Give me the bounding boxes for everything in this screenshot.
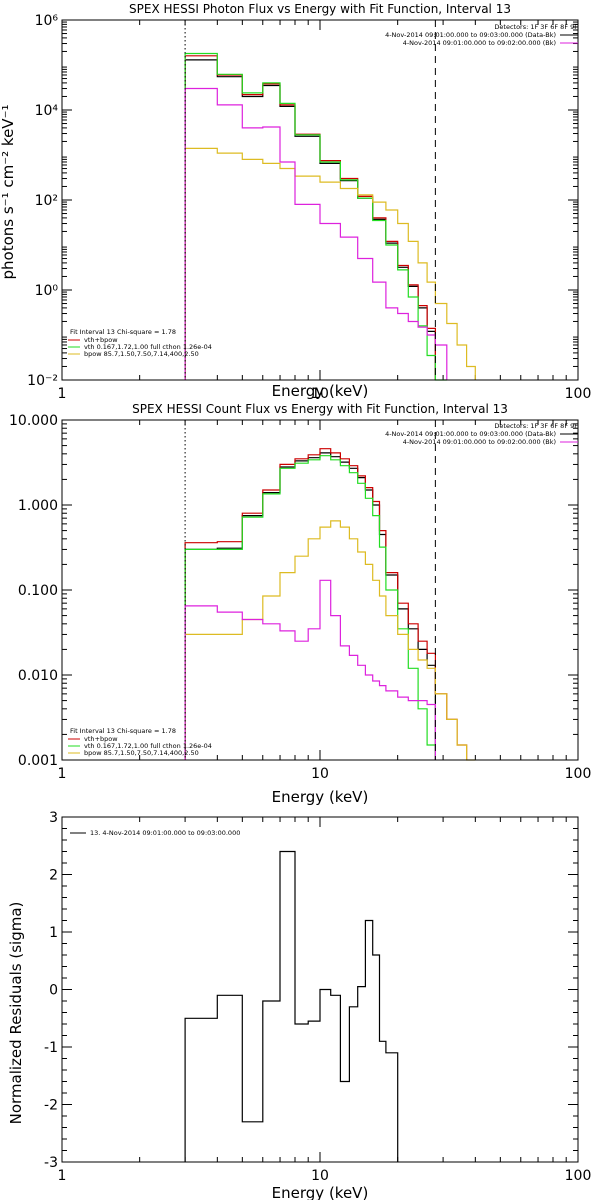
photon-y-tick-label: 10² [35, 193, 58, 209]
photon-y-tick-label: 10⁰ [35, 283, 59, 299]
photon-detectors: Detectors: 1F 3F 6F 8F 9F [494, 23, 578, 31]
count-y-tick-label: 10.000 [9, 413, 58, 429]
photon-chart-title: SPEX HESSI Photon Flux vs Energy with Fi… [129, 2, 511, 16]
count-legend-bl-0: vth+bpow [84, 735, 118, 743]
count-legend-tr-1: 4-Nov-2014 09:01:00.000 to 09:02:00.000 … [403, 438, 556, 446]
photon-x-tick-label: 100 [565, 386, 592, 402]
residuals-y-tick-label: -2 [44, 1098, 58, 1114]
photon-fit-info: Fit Interval 13 Chi-square = 1.78 [70, 328, 176, 336]
photon-y-tick-label: 10⁻² [27, 373, 58, 389]
residuals-panel: 1 10 100 -3 -2 -1 0 1 2 3 Energy (keV) Normalized… [7, 810, 591, 1200]
residuals-y-tick-label: 0 [49, 983, 58, 999]
photon-y-tick-label: 10⁴ [35, 103, 59, 119]
residuals-y-tick-label: 3 [49, 810, 58, 826]
count-x-tick-label: 10 [311, 766, 329, 782]
photon-legend-top-right: 4-Nov-2014 09:01:00.000 to 09:03:00.000 … [385, 31, 578, 47]
count-chart-title: SPEX HESSI Count Flux vs Energy with Fit… [132, 402, 508, 416]
photon-series-vth [184, 52, 447, 381]
count-y-tick-label: 0.100 [18, 583, 58, 599]
count-series-total [184, 448, 468, 760]
residuals-x-axis-label: Energy (keV) [272, 1184, 369, 1200]
count-y-tick-label: 1.000 [18, 498, 58, 514]
count-plot-frame [61, 419, 579, 761]
photon-y-axis-label: photons s⁻¹ cm⁻² keV⁻¹ [0, 105, 17, 280]
photon-x-tick-label: 1 [58, 386, 67, 402]
count-series-vth [184, 455, 436, 760]
photon-series-bpow [184, 147, 476, 380]
count-x-tick-label: 1 [58, 766, 67, 782]
photon-y-tick-label: 10⁶ [35, 13, 59, 29]
photon-legend-bl-2: bpow 85.7,1.50,7.50,7.14,400,2.50 [84, 350, 199, 358]
residuals-y-tick-label: -1 [44, 1040, 58, 1056]
residuals-x-tick-label: 100 [565, 1168, 592, 1184]
count-legend-tr-0: 4-Nov-2014 09:01:00.000 to 09:03:00.000 … [385, 430, 556, 438]
count-series-bpow [184, 520, 476, 761]
photon-x-tick-label: 10 [311, 386, 329, 402]
count-fit-info: Fit Interval 13 Chi-square = 1.78 [70, 727, 176, 735]
residuals-series-resid [184, 850, 399, 1162]
photon-flux-panel: SPEX HESSI Photon Flux vs Energy with Fi… [0, 2, 591, 402]
residuals-x-tick-label: 1 [58, 1168, 67, 1184]
count-flux-panel: SPEX HESSI Count Flux vs Energy with Fit… [9, 402, 591, 806]
count-legend-top-right: 4-Nov-2014 09:01:00.000 to 09:03:00.000 … [385, 430, 578, 446]
count-y-tick-label: 0.001 [18, 753, 58, 769]
count-x-tick-label: 100 [565, 766, 592, 782]
count-legend-bottom-left: Fit Interval 13 Chi-square = 1.78 vth+bp… [68, 727, 212, 757]
count-series-bk [184, 579, 436, 760]
photon-series-bk [184, 87, 448, 380]
residuals-plot-frame [61, 816, 579, 1163]
photon-legend-bl-0: vth+bpow [84, 336, 118, 344]
photon-legend-tr-0: 4-Nov-2014 09:01:00.000 to 09:03:00.000 … [385, 31, 556, 39]
photon-legend-bottom-left: Fit Interval 13 Chi-square = 1.78 vth+bp… [68, 328, 212, 358]
residuals-legend-label: 13. 4-Nov-2014 09:01:00.000 to 09:03:00.… [90, 829, 240, 837]
count-detectors: Detectors: 1F 3F 6F 8F 9F [494, 422, 578, 430]
count-y-tick-label: 0.010 [18, 668, 58, 684]
residuals-y-tick-label: -3 [44, 1155, 58, 1171]
photon-legend-tr-1: 4-Nov-2014 09:01:00.000 to 09:02:00.000 … [403, 39, 556, 47]
photon-legend-bl-1: vth 0.167,1.72,1.00 full cthon 1.26e-04 [84, 343, 212, 351]
residuals-y-tick-label: 2 [49, 868, 58, 884]
photon-x-axis-label: Energy (keV) [272, 382, 369, 400]
count-legend-bl-1: vth 0.167,1.72,1.00 full cthon 1.26e-04 [84, 742, 212, 750]
residuals-y-axis-label: Normalized Residuals (sigma) [7, 902, 25, 1125]
count-x-axis-label: Energy (keV) [272, 788, 369, 806]
residuals-y-tick-label: 1 [49, 925, 58, 941]
count-legend-bl-2: bpow 85.7,1.50,7.50,7.14,400,2.50 [84, 749, 199, 757]
photon-plot-frame [61, 19, 579, 381]
residuals-x-tick-label: 10 [311, 1168, 329, 1184]
residuals-legend: 13. 4-Nov-2014 09:01:00.000 to 09:03:00.… [70, 829, 240, 837]
